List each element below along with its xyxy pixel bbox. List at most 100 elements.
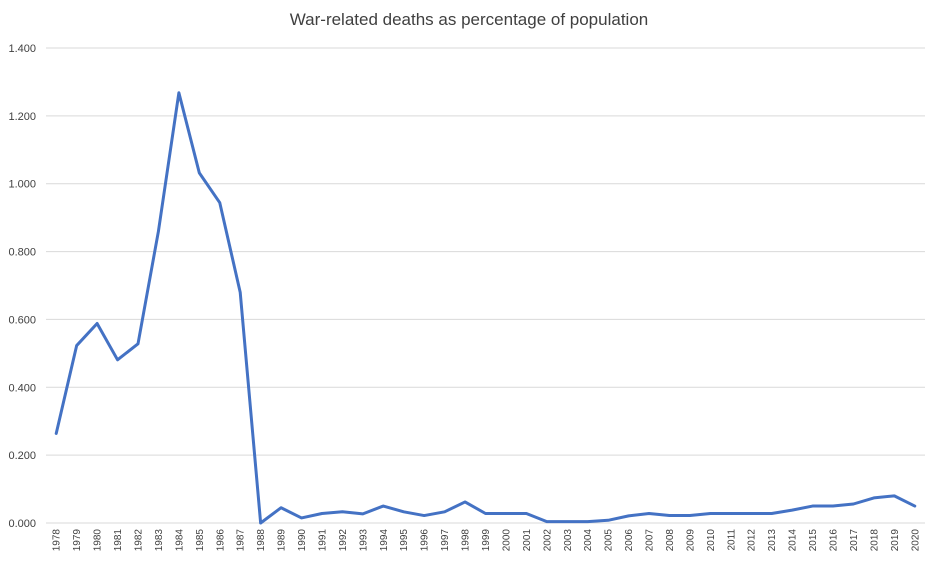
x-tick-label: 1993: [358, 529, 369, 552]
data-point-2020: [913, 504, 916, 508]
y-tick-label: 0.400: [8, 382, 36, 394]
data-point-1985: [198, 171, 201, 175]
data-point-1995: [402, 510, 405, 514]
x-tick-label: 2016: [829, 529, 840, 552]
data-point-2013: [770, 512, 773, 515]
data-point-1981: [116, 358, 119, 362]
data-point-1997: [443, 510, 446, 514]
x-tick-label: 2000: [501, 529, 512, 552]
x-tick-label: 1998: [461, 529, 472, 552]
data-point-1982: [136, 342, 140, 346]
x-tick-label: 1996: [420, 529, 431, 552]
data-point-2007: [647, 512, 651, 515]
x-tick-label: 1985: [195, 529, 206, 552]
x-tick-label: 2013: [767, 529, 778, 552]
data-point-1984: [177, 91, 181, 94]
x-tick-label: 2012: [747, 529, 758, 552]
x-tick-label: 1990: [297, 529, 308, 552]
x-tick-label: 1979: [72, 529, 83, 552]
data-point-2005: [606, 519, 610, 522]
x-tick-label: 1994: [379, 529, 390, 552]
data-point-1986: [218, 201, 221, 204]
data-point-1999: [484, 512, 487, 515]
y-tick-label: 1.000: [8, 179, 36, 191]
x-tick-label: 1982: [133, 529, 144, 552]
data-point-1987: [238, 291, 242, 294]
x-tick-label: 2017: [849, 529, 860, 552]
x-tick-label: 2011: [726, 529, 737, 551]
x-tick-label: 2009: [685, 529, 696, 552]
x-tick-label: 1999: [481, 529, 492, 552]
x-tick-label: 2019: [890, 529, 901, 552]
data-point-2015: [811, 504, 814, 508]
x-tick-label: 1978: [52, 529, 63, 552]
y-tick-label: 1.200: [8, 111, 36, 123]
x-tick-label: 2008: [665, 529, 676, 552]
x-tick-label: 2003: [563, 529, 574, 552]
series-line: [54, 91, 917, 525]
data-point-1994: [382, 504, 385, 508]
x-tick-label: 2001: [522, 529, 533, 552]
y-tick-label: 0.000: [8, 518, 36, 530]
y-axis-tick-labels: 0.000 0.200 0.400 0.600 0.800 1.000 1.200 1.400: [8, 43, 36, 530]
x-tick-label: 2020: [910, 529, 921, 552]
x-tick-label: 1988: [256, 529, 267, 552]
x-tick-label: 2002: [542, 529, 553, 552]
x-tick-label: 1986: [215, 529, 226, 552]
x-tick-label: 2014: [788, 529, 799, 552]
gridlines: [46, 47, 925, 524]
data-point-2006: [627, 514, 630, 518]
x-tick-label: 2007: [645, 529, 656, 552]
x-tick-label: 2004: [583, 529, 594, 552]
x-tick-label: 1989: [277, 529, 288, 552]
x-tick-label: 2005: [604, 529, 615, 552]
data-point-1991: [320, 512, 324, 515]
data-point-2016: [831, 504, 835, 508]
data-point-1996: [422, 514, 426, 517]
x-tick-label: 1991: [317, 529, 328, 552]
data-point-2011: [729, 512, 733, 515]
data-point-1989: [279, 506, 283, 509]
data-point-2014: [790, 508, 794, 512]
x-tick-label: 1980: [93, 529, 104, 552]
y-tick-label: 1.400: [8, 43, 36, 55]
x-tick-label: 1997: [440, 529, 451, 552]
x-tick-label: 1987: [236, 529, 247, 552]
data-point-1992: [341, 510, 344, 514]
data-point-1990: [300, 516, 303, 520]
data-point-2010: [709, 512, 712, 515]
data-point-2017: [852, 502, 855, 506]
data-point-1983: [157, 230, 160, 233]
data-point-1980: [95, 322, 99, 325]
data-point-2002: [545, 520, 549, 523]
data-point-2019: [893, 494, 896, 498]
x-tick-label: 2015: [808, 529, 819, 552]
chart-title: War-related deaths as percentage of popu…: [290, 10, 649, 29]
x-tick-label: 2006: [624, 529, 635, 552]
x-tick-label: 1983: [154, 529, 165, 552]
data-point-2012: [750, 512, 753, 515]
data-point-2009: [688, 514, 692, 517]
data-point-1978: [55, 432, 58, 435]
data-point-2000: [504, 512, 508, 515]
y-tick-label: 0.800: [8, 247, 36, 259]
x-axis-tick-labels: 1978 1979 1980 1981 1982 1983 1984 1985 1986 1987…: [52, 529, 922, 552]
data-point-2018: [872, 496, 876, 500]
x-tick-label: 1992: [338, 529, 349, 552]
x-tick-label: 2018: [869, 529, 880, 552]
x-tick-label: 1995: [399, 529, 410, 552]
data-point-2008: [668, 514, 671, 517]
y-tick-label: 0.200: [8, 450, 36, 462]
x-tick-label: 1981: [113, 529, 124, 552]
x-tick-label: 1984: [174, 529, 185, 552]
data-point-1993: [361, 512, 365, 516]
data-point-2003: [566, 520, 569, 523]
data-point-2004: [586, 520, 589, 523]
y-tick-label: 0.600: [8, 314, 36, 326]
data-point-1988: [259, 521, 262, 525]
series-layer: [54, 91, 917, 525]
data-point-2001: [525, 512, 528, 515]
data-point-1979: [75, 344, 78, 347]
x-tick-label: 2010: [706, 529, 717, 552]
